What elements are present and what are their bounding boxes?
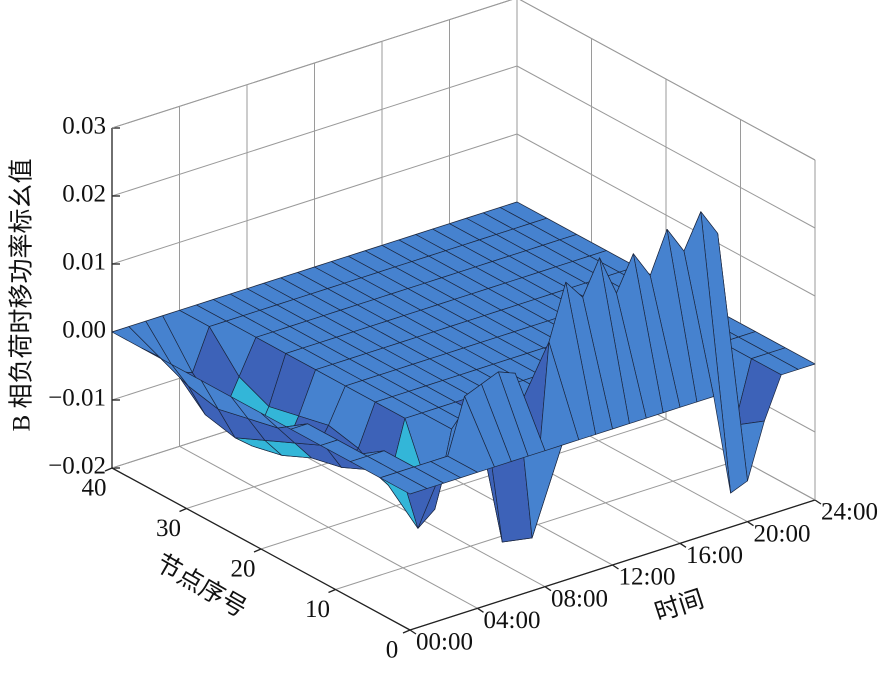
axis-line [111, 467, 411, 631]
tick-mark [814, 499, 822, 505]
tick-mark [679, 542, 687, 548]
grid-line [260, 418, 667, 550]
tick-mark [747, 521, 754, 527]
z-tick-label: 0.01 [62, 249, 106, 276]
y-tick-label: 20 [231, 556, 256, 583]
x-tick-label: 16:00 [686, 542, 743, 569]
x-tick-label: 04:00 [484, 607, 541, 634]
z-tick-label: 0.02 [62, 181, 106, 208]
tick-mark [328, 588, 336, 594]
z-tick-label: −0.02 [48, 453, 106, 480]
tick-mark [612, 564, 619, 570]
x-tick-label: 08:00 [551, 585, 608, 612]
y-tick-label: 10 [305, 596, 330, 623]
x-tick-label: 24:00 [821, 499, 878, 526]
z-tick-label: −0.01 [48, 385, 106, 412]
x-tick-label: 12:00 [619, 564, 676, 591]
tick-mark [544, 586, 552, 592]
y-tick-label: 40 [82, 475, 107, 502]
tick-mark [179, 507, 187, 513]
x-tick-label: 00:00 [416, 629, 473, 656]
surface-cell [379, 472, 428, 495]
tick-mark [104, 467, 113, 472]
z-tick-label: 0.00 [62, 317, 106, 344]
tick-mark [253, 548, 262, 553]
axis-line [409, 499, 816, 631]
x-axis-label: 时间 [651, 585, 707, 627]
x-tick-label: 20:00 [754, 520, 811, 547]
tick-mark [477, 607, 484, 613]
y-tick-label: 30 [156, 515, 181, 542]
z-tick-label: 0.03 [62, 113, 106, 140]
tick-mark [409, 629, 417, 635]
box-edge [519, 0, 816, 161]
tick-mark [402, 629, 411, 634]
y-tick-label: 0 [386, 637, 399, 664]
grid-line [335, 459, 741, 590]
box-edge [111, 0, 513, 129]
z-axis-label: B 相负荷时移功率标幺值 [8, 159, 36, 432]
